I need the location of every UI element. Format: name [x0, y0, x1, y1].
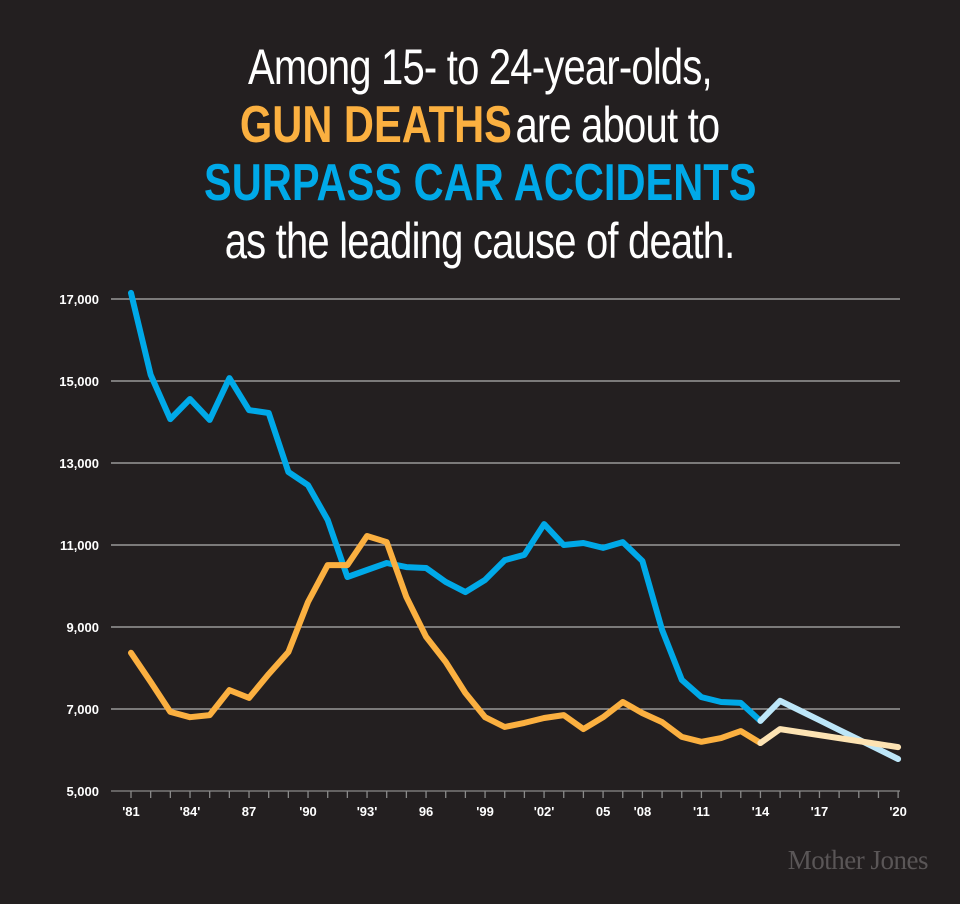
- x-tick-label: 96: [419, 804, 433, 819]
- x-tick-label: '84': [180, 804, 201, 819]
- y-tick-label: 11,000: [60, 538, 99, 553]
- title-line-3: SURPASS CAR ACCIDENTS: [0, 154, 960, 212]
- x-tick-label: '02': [534, 804, 555, 819]
- x-tick-label: '08: [634, 804, 652, 819]
- title-line-2: GUN DEATHS are about to: [0, 96, 960, 154]
- y-tick-label: 7,000: [66, 702, 99, 717]
- title-line-2-text: are about to: [515, 97, 721, 153]
- gridlines: [111, 298, 900, 792]
- series-line-gun_projected: [757, 726, 902, 751]
- car-accidents-highlight: SURPASS CAR ACCIDENTS: [203, 154, 757, 212]
- x-tick-label: '93': [357, 804, 378, 819]
- x-tick-label: '11: [693, 804, 710, 819]
- series-lines: [128, 289, 902, 762]
- title-line-1-text: Among 15- to 24-year-olds,: [248, 39, 713, 95]
- y-tick-label: 13,000: [59, 456, 99, 471]
- x-tick-label: '14: [752, 804, 770, 819]
- y-tick-label: 9,000: [66, 620, 99, 635]
- x-tick-label: '99: [476, 804, 494, 819]
- series-line-car_projected: [757, 697, 902, 762]
- x-tick-label: 87: [242, 804, 256, 819]
- y-tick-label: 15,000: [59, 374, 99, 389]
- y-tick-label: 17,000: [59, 292, 99, 307]
- x-tick-label: 05: [596, 804, 610, 819]
- title-line-1: Among 15- to 24-year-olds,: [0, 38, 960, 96]
- x-tick-label: '20: [889, 804, 907, 819]
- gun-deaths-highlight: GUN DEATHS: [240, 96, 513, 154]
- y-axis: 5,000 7,000 9,000 11,000 13,000 15,000 17,000: [59, 292, 99, 799]
- x-axis: '81 '84' 87 '90 '93' 96 '99 '02' 05 '08 '11 '14 '17 '…: [122, 791, 907, 819]
- x-tick-label: '17: [811, 804, 829, 819]
- x-tick-label: '81: [122, 804, 140, 819]
- mother-jones-logo: Mother Jones: [787, 845, 929, 875]
- title-line-4-text: as the leading cause of death.: [225, 213, 736, 269]
- title-line-4: as the leading cause of death.: [0, 212, 960, 270]
- series-line-car: [128, 289, 764, 724]
- x-tick-label: '90: [299, 804, 317, 819]
- y-tick-label: 5,000: [66, 784, 99, 799]
- chart-title: Among 15- to 24-year-olds, GUN DEATHS ar…: [0, 38, 960, 270]
